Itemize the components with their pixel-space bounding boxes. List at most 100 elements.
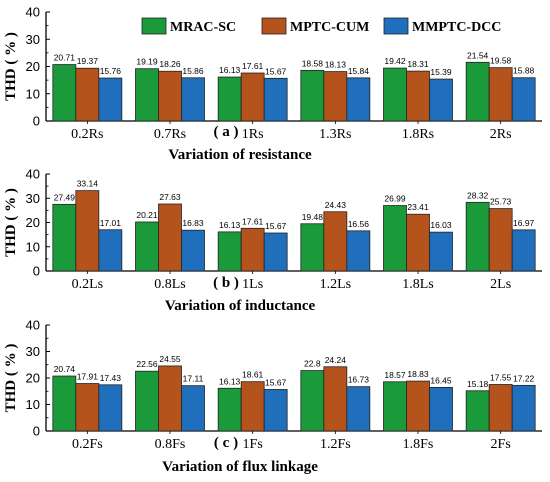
x-tick-label: 1Rs	[242, 127, 264, 142]
x-tick-label: 2Fs	[491, 437, 511, 452]
data-label: 25.73	[490, 197, 512, 207]
y-tick-label: 30	[26, 191, 40, 206]
data-label: 15.76	[100, 66, 122, 76]
x-tick-label: 0.2Rs	[71, 127, 103, 142]
bar-mptc-cum-1_8ls	[406, 213, 430, 272]
bar-mrac-sc-1_8fs	[383, 381, 407, 432]
y-tick-label: 10	[26, 86, 40, 101]
data-label: 15.39	[430, 67, 452, 77]
bar-mptc-cum-2ls	[488, 208, 513, 272]
data-label: 15.67	[265, 66, 287, 76]
bar-mrac-sc-0_2ls	[52, 203, 77, 272]
bar-mptc-cum-1_8fs	[406, 380, 430, 432]
data-label: 19.58	[490, 56, 512, 66]
data-label: 26.99	[384, 194, 406, 204]
bar-mptc-cum-1_2fs	[323, 366, 348, 432]
y-tick-label: 10	[26, 397, 40, 412]
y-tick-label: 40	[26, 5, 40, 20]
legend-swatch-mmptc-dcc	[383, 17, 409, 35]
data-label: 18.83	[407, 369, 429, 379]
data-label: 15.18	[467, 379, 489, 389]
y-tick-label: 30	[26, 344, 40, 359]
bar-mrac-sc-0_2fs	[52, 375, 77, 432]
data-label: 18.61	[242, 370, 264, 380]
bar-mmptc-dcc-2fs	[511, 384, 536, 432]
bar-mrac-sc-2rs	[465, 61, 490, 122]
bar-mmptc-dcc-1_8rs	[429, 78, 453, 122]
bar-mmptc-dcc-0_8fs	[181, 385, 205, 432]
bar-mrac-sc-1_8rs	[383, 67, 407, 122]
data-label: 17.55	[490, 372, 512, 382]
bar-mmptc-dcc-1ls	[263, 232, 288, 272]
x-tick-label: 1.2Ls	[320, 277, 352, 292]
bar-mmptc-dcc-2ls	[511, 229, 536, 272]
y-tick-label: 30	[26, 32, 40, 47]
bar-mmptc-dcc-1fs	[263, 389, 288, 432]
x-tick-label: 1.2Fs	[320, 437, 351, 452]
y-axis-label: THD ( % )	[3, 32, 19, 101]
data-label: 16.45	[430, 375, 452, 385]
data-label: 16.13	[219, 65, 241, 75]
data-label: 17.01	[100, 218, 122, 228]
data-label: 17.11	[183, 374, 204, 384]
bar-mrac-sc-1ls	[217, 231, 242, 272]
y-tick-label: 20	[26, 59, 40, 74]
x-tick-label: 1.8Fs	[403, 437, 434, 452]
bar-mrac-sc-1fs	[217, 387, 242, 432]
data-label: 16.13	[219, 376, 241, 386]
data-label: 19.19	[136, 57, 158, 67]
data-label: 20.74	[54, 364, 76, 374]
legend-label-mmptc-dcc: MMPTC-DCC	[412, 20, 501, 35]
data-label: 23.41	[407, 202, 429, 212]
panel-label: ( b )	[213, 275, 239, 291]
y-tick-label: 40	[26, 318, 40, 333]
data-label: 17.43	[100, 373, 122, 383]
bar-mptc-cum-1ls	[240, 227, 265, 272]
legend-swatch-mrac-sc	[141, 17, 167, 35]
y-tick-label: 0	[33, 264, 40, 279]
bar-mptc-cum-1_3rs	[323, 71, 348, 122]
bar-mptc-cum-1rs	[240, 72, 265, 122]
legend: MRAC-SC MPTC-CUM MMPTC-DCC	[141, 17, 501, 35]
data-label: 18.26	[159, 59, 181, 69]
data-label: 16.03	[430, 220, 452, 230]
bar-mptc-cum-2fs	[488, 384, 513, 432]
data-label: 28.32	[467, 190, 489, 200]
x-tick-label: 1.8Ls	[402, 277, 434, 292]
bar-mptc-cum-2rs	[488, 67, 513, 122]
x-tick-label: 2Rs	[490, 127, 512, 142]
bar-mptc-cum-0_2fs	[75, 383, 100, 432]
data-label: 17.22	[513, 373, 535, 383]
data-label: 24.43	[325, 200, 347, 210]
x-tick-label: 1.3Rs	[319, 127, 351, 142]
data-label: 22.8	[304, 359, 321, 369]
data-label: 16.13	[219, 220, 241, 230]
bar-mrac-sc-0_8fs	[135, 370, 159, 432]
bar-mptc-cum-1_2ls	[323, 211, 348, 272]
y-axis-label: THD ( % )	[3, 188, 19, 257]
y-tick-label: 0	[33, 114, 40, 129]
bar-mmptc-dcc-0_2ls	[98, 229, 123, 272]
data-label: 20.71	[54, 53, 76, 63]
x-tick-label: 1.8Rs	[402, 127, 434, 142]
x-tick-label: 1Fs	[243, 437, 263, 452]
data-label: 18.13	[325, 60, 347, 70]
data-label: 15.67	[265, 221, 287, 231]
bar-mrac-sc-0_8ls	[135, 221, 159, 272]
bar-mptc-cum-1fs	[240, 381, 265, 432]
y-tick-label: 20	[26, 215, 40, 230]
data-label: 21.54	[467, 50, 489, 60]
x-tick-label: 0.8Fs	[155, 437, 186, 452]
y-tick-label: 40	[26, 167, 40, 182]
data-label: 16.73	[348, 375, 370, 385]
panel-caption: Variation of resistance	[168, 147, 312, 163]
data-label: 24.55	[159, 354, 181, 364]
x-tick-label: 0.2Ls	[72, 277, 104, 292]
bar-mrac-sc-1_2fs	[300, 370, 325, 432]
x-tick-label: 0.8Ls	[154, 277, 186, 292]
data-label: 22.56	[136, 359, 158, 369]
data-label: 18.31	[407, 59, 429, 69]
